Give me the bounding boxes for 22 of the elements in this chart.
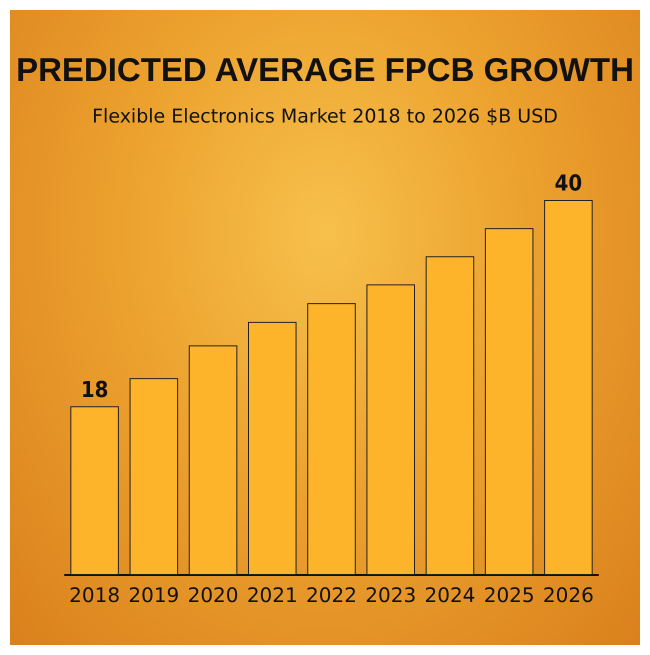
bar <box>544 200 593 575</box>
bar <box>484 228 534 575</box>
x-tick-label: 2020 <box>188 583 239 607</box>
chart-title: PREDICTED AVERAGE FPCB GROWTH <box>16 51 634 88</box>
data-label: 18 <box>80 378 108 403</box>
bar <box>366 284 416 575</box>
bar <box>70 406 119 575</box>
x-tick-label: 2024 <box>424 583 476 607</box>
x-tick-label: 2022 <box>306 583 357 607</box>
bar <box>248 322 297 575</box>
x-tick-label: 2023 <box>365 583 416 607</box>
x-tick-label: 2026 <box>542 583 594 607</box>
bar <box>307 303 356 575</box>
data-label: 40 <box>554 172 582 196</box>
chart-subtitle: Flexible Electronics Market 2018 to 2026 $B USD <box>92 106 558 128</box>
bar <box>426 256 474 575</box>
x-tick-label: 2021 <box>246 583 298 607</box>
bar <box>130 378 178 575</box>
bar <box>188 345 238 575</box>
x-tick-label: 2025 <box>484 583 535 607</box>
x-tick-label: 2018 <box>69 583 120 607</box>
x-tick-label: 2019 <box>128 583 180 607</box>
